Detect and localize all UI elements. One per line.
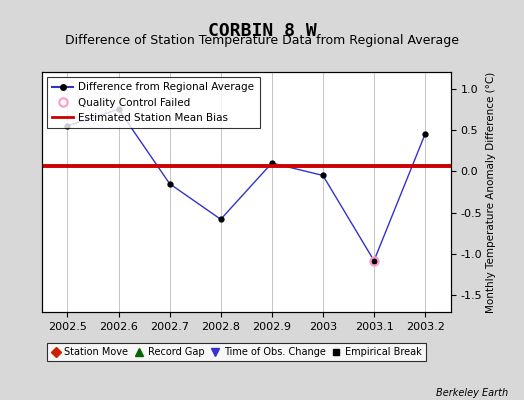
- Text: Difference of Station Temperature Data from Regional Average: Difference of Station Temperature Data f…: [65, 34, 459, 47]
- Text: Berkeley Earth: Berkeley Earth: [436, 388, 508, 398]
- Text: CORBIN 8 W: CORBIN 8 W: [208, 22, 316, 40]
- Legend: Station Move, Record Gap, Time of Obs. Change, Empirical Break: Station Move, Record Gap, Time of Obs. C…: [47, 343, 426, 361]
- Y-axis label: Monthly Temperature Anomaly Difference (°C): Monthly Temperature Anomaly Difference (…: [486, 71, 496, 313]
- Legend: Difference from Regional Average, Quality Control Failed, Estimated Station Mean: Difference from Regional Average, Qualit…: [47, 77, 259, 128]
